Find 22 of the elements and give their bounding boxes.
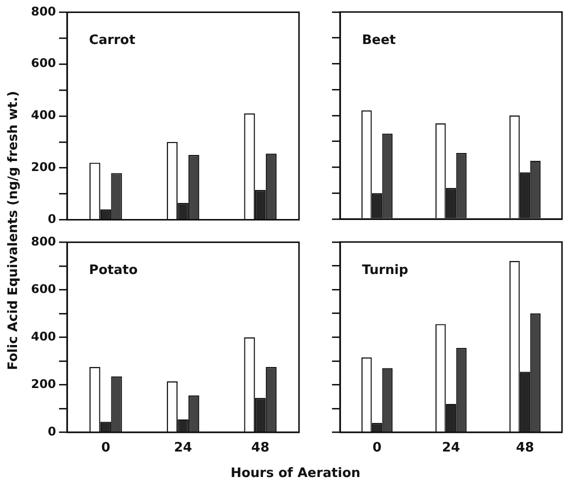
x-tick-label: 0 [101, 440, 110, 456]
y-tick-label: 800 [30, 4, 56, 18]
y-tick-label: 200 [30, 160, 56, 174]
x-tick-label: 24 [174, 440, 192, 456]
x-tick-label: 48 [251, 440, 270, 456]
y-tick-label: 600 [30, 282, 56, 296]
x-tick-label: 48 [516, 440, 534, 456]
y-tick-label: 0 [48, 212, 56, 226]
x-tick-label: 24 [442, 440, 460, 456]
text: Turnip [362, 262, 408, 278]
x-tick-label: 0 [372, 440, 382, 456]
y-tick-label: 200 [30, 376, 56, 391]
y-axis-title: Folic Acid Equivalents (ng/g fresh wt.) [6, 90, 22, 370]
text: Carrot [89, 33, 136, 48]
y-tick-label: 400 [30, 329, 56, 344]
y-tick-label: 800 [30, 234, 56, 248]
text: Beet [362, 32, 396, 48]
y-tick-label: 0 [48, 424, 56, 439]
x-axis-title: Hours of Aeration [230, 466, 362, 481]
y-tick-label: 400 [30, 108, 56, 122]
y-tick-label: 600 [30, 56, 56, 70]
text: Potato [89, 263, 138, 278]
